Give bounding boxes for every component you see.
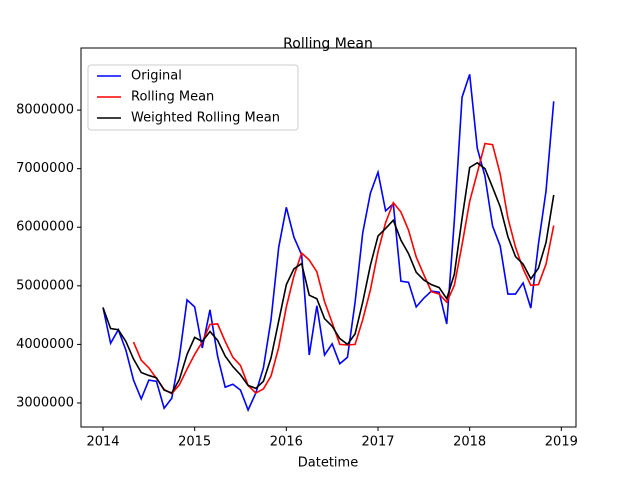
plot-frame <box>80 47 577 428</box>
x-axis-label: Datetime <box>298 456 358 471</box>
x-tick-label: 2016 <box>270 435 303 450</box>
x-tick-label: 2018 <box>453 435 486 450</box>
x-tick-label: 2019 <box>545 435 578 450</box>
x-tick-label: 2015 <box>178 435 211 450</box>
x-tick-label: 2014 <box>86 435 119 450</box>
series-line <box>102 74 555 413</box>
y-tick-label: 7000000 <box>16 161 74 176</box>
y-tick-label: 6000000 <box>16 220 74 235</box>
y-tick-label: 5000000 <box>16 278 74 293</box>
legend-label: Original <box>131 69 182 84</box>
series-line <box>102 161 555 395</box>
chart-title: Rolling Mean <box>283 36 373 52</box>
legend-box <box>87 64 299 131</box>
y-tick-label: 4000000 <box>16 337 74 352</box>
y-tick-label: 3000000 <box>16 395 74 410</box>
legend-label: Rolling Mean <box>131 90 214 105</box>
legend-label: Weighted Rolling Mean <box>131 111 280 126</box>
y-tick-label: 8000000 <box>16 103 74 118</box>
x-tick-label: 2017 <box>361 435 394 450</box>
